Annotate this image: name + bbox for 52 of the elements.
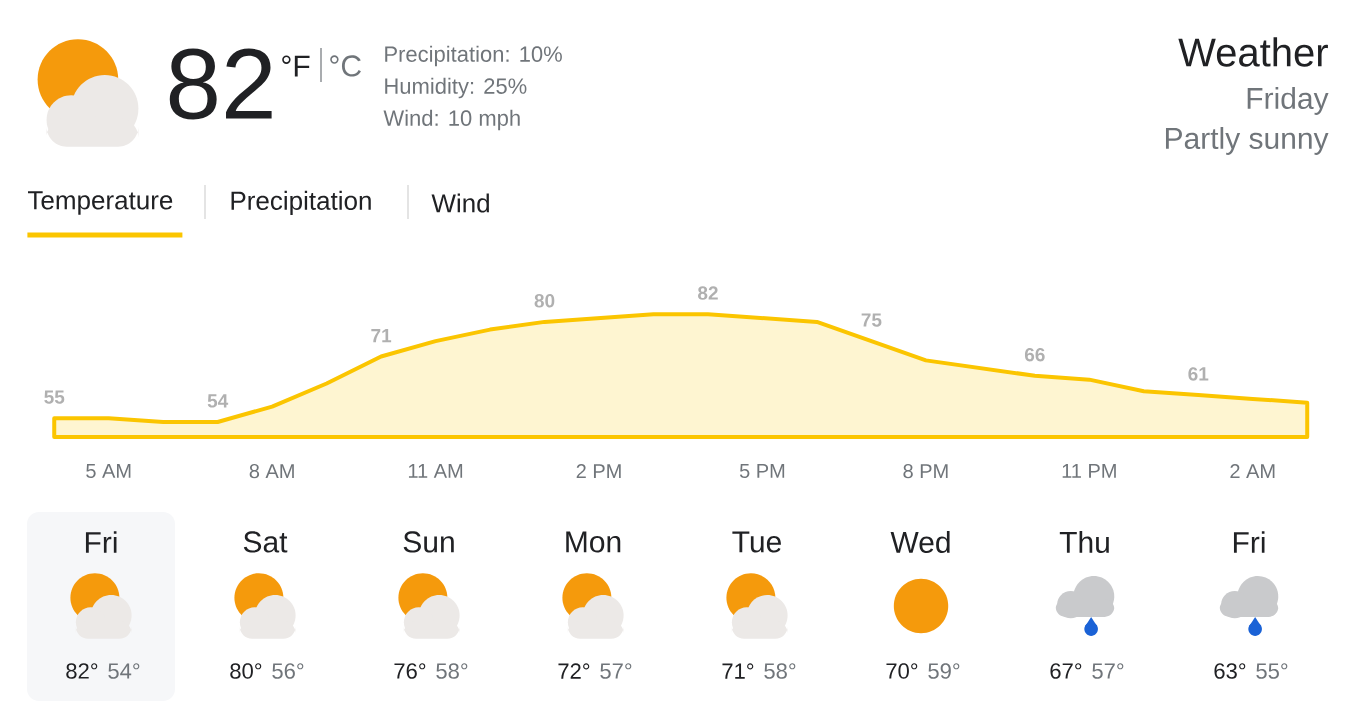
annotation: Tue: [732, 531, 781, 553]
text: Humidity: 25%: [385, 77, 527, 99]
text: 70°: [886, 663, 918, 679]
x-tick-label: 11 PM: [1062, 464, 1116, 478]
annotation: Mon: [566, 531, 621, 553]
text: Wind: 10 mph: [383, 109, 520, 131]
data-label: 80: [534, 294, 555, 308]
annotation: Wed: [890, 530, 950, 553]
x-tick-label: 2 AM: [1230, 464, 1275, 479]
x-tick-label: 11 AM: [408, 464, 463, 478]
text: 56°: [272, 663, 304, 679]
annotation: Thu: [1059, 530, 1109, 553]
text: 59°: [928, 663, 960, 679]
text: °F: [282, 55, 310, 77]
data-label: 71: [371, 329, 392, 343]
x-tick-label: 2 PM: [576, 464, 621, 479]
text: 57°: [1092, 663, 1124, 679]
chart-subtitle: Friday: [1247, 87, 1329, 115]
text: 76°: [394, 663, 426, 679]
text: 82: [169, 48, 272, 120]
text: 72°: [558, 663, 590, 679]
text: 80°: [230, 663, 262, 679]
data-label: 61: [1188, 367, 1209, 381]
text: Partly sunny: [1165, 127, 1329, 155]
text: 63°: [1214, 663, 1246, 679]
text: 57°: [600, 663, 632, 679]
text: °C: [330, 55, 361, 77]
annotation: Sat: [243, 531, 288, 553]
annotation: Fri: [85, 531, 117, 553]
data-label: 66: [1024, 347, 1045, 362]
annotation: Fri: [1233, 531, 1265, 553]
text: Temperature: [28, 191, 173, 215]
x-tick-label: 8 AM: [249, 464, 294, 479]
data-label: 75: [861, 313, 882, 327]
chart-title: Weather: [1178, 37, 1328, 67]
text: 82°: [66, 663, 98, 679]
x-tick-label: 5 AM: [86, 464, 131, 479]
text: Precipitation: [231, 190, 371, 216]
x-tick-label: 8 PM: [903, 464, 948, 479]
text: 67°: [1050, 663, 1082, 679]
text: 58°: [436, 663, 468, 679]
data-label: 55: [44, 390, 65, 404]
text: 71°: [722, 663, 754, 679]
annotation: Sun: [403, 531, 454, 553]
text: 55°: [1256, 663, 1288, 679]
data-label: 82: [698, 286, 718, 300]
text: 54°: [108, 663, 140, 679]
x-tick-label: 5 PM: [739, 464, 785, 479]
text: 58°: [764, 663, 796, 679]
text: Precipitation: 10%: [385, 45, 562, 67]
data-label: 54: [207, 394, 229, 408]
text: Wind: [431, 193, 489, 213]
